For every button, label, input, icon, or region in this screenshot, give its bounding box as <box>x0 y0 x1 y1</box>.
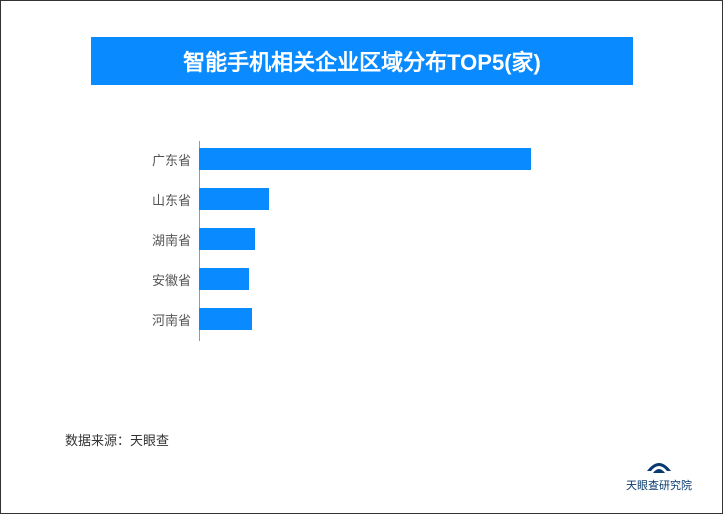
bar-fill <box>199 188 269 210</box>
bar-track <box>199 188 631 210</box>
bar-fill <box>199 228 255 250</box>
bar-fill <box>199 268 249 290</box>
bar-row: 山东省 <box>131 181 631 217</box>
bar-track <box>199 148 631 170</box>
bar-row: 河南省 <box>131 301 631 337</box>
bar-track <box>199 308 631 330</box>
bar-fill <box>199 148 531 170</box>
bar-chart: 广东省山东省湖南省安徽省河南省 <box>131 141 631 361</box>
logo-text: 天眼查研究院 <box>626 477 692 493</box>
chart-container: 智能手机相关企业区域分布TOP5(家) 广东省山东省湖南省安徽省河南省 数据来源… <box>0 0 723 514</box>
bar-label: 山东省 <box>131 190 199 209</box>
bar-row: 广东省 <box>131 141 631 177</box>
bar-label: 广东省 <box>131 150 199 169</box>
bar-track <box>199 228 631 250</box>
bar-label: 安徽省 <box>131 270 199 289</box>
data-source-text: 数据来源：天眼查 <box>65 430 169 449</box>
chart-title: 智能手机相关企业区域分布TOP5(家) <box>91 37 633 85</box>
bar-track <box>199 268 631 290</box>
bar-row: 湖南省 <box>131 221 631 257</box>
bar-fill <box>199 308 252 330</box>
bar-label: 湖南省 <box>131 230 199 249</box>
logo-icon <box>643 451 675 475</box>
brand-logo: 天眼查研究院 <box>626 451 692 493</box>
bar-label: 河南省 <box>131 310 199 329</box>
bar-row: 安徽省 <box>131 261 631 297</box>
